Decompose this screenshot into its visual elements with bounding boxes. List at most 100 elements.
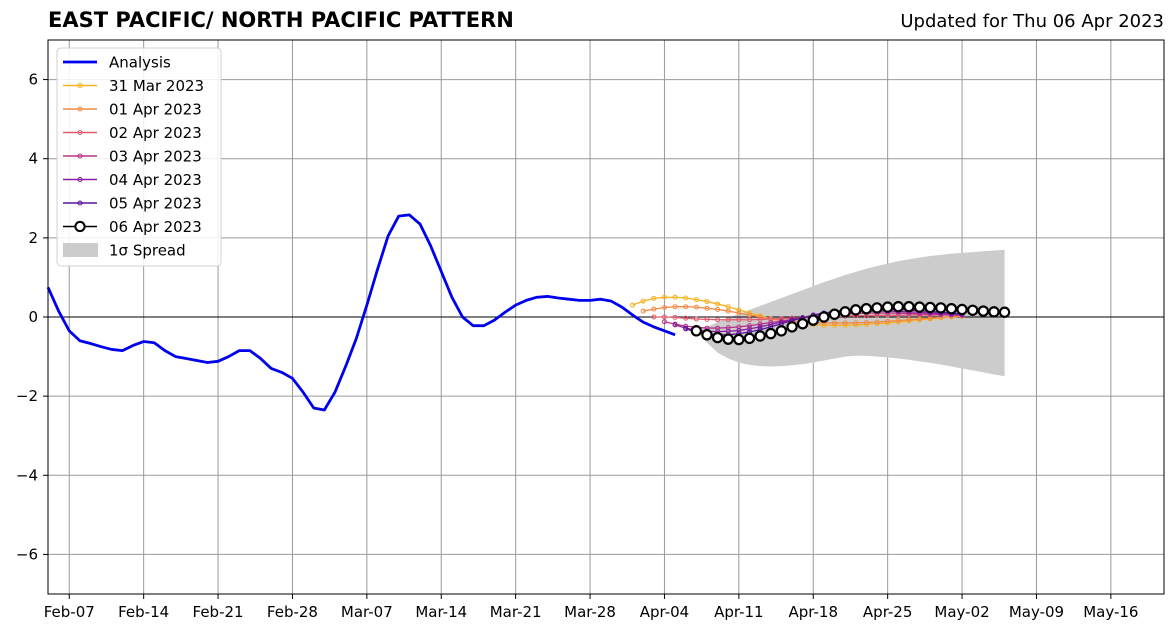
legend-label: 1σ Spread bbox=[109, 242, 186, 260]
x-tick-label: Mar-14 bbox=[415, 603, 467, 621]
forecast-point bbox=[874, 319, 880, 325]
x-tick-label: May-09 bbox=[1009, 603, 1064, 621]
forecast-point bbox=[757, 324, 763, 330]
forecast-point bbox=[722, 333, 734, 345]
forecast-point bbox=[842, 320, 848, 326]
legend-label: 04 Apr 2023 bbox=[109, 171, 202, 189]
y-tick-label: −2 bbox=[16, 387, 38, 405]
legend-entry: Analysis bbox=[63, 54, 171, 72]
x-axis-ticks: Feb-07 Feb-14 Feb-21 Feb-28 Mar-07 Mar-14 Mar-… bbox=[44, 594, 1138, 621]
forecast-point bbox=[725, 308, 731, 314]
forecast-point bbox=[683, 315, 689, 321]
x-tick-label: Apr-25 bbox=[863, 603, 913, 621]
x-tick-label: Apr-04 bbox=[640, 603, 690, 621]
y-tick-label: 2 bbox=[28, 229, 38, 247]
forecast-point bbox=[775, 325, 788, 337]
x-tick-label: May-02 bbox=[934, 603, 989, 621]
forecast-point bbox=[850, 304, 862, 316]
forecast-point bbox=[988, 306, 1000, 318]
forecast-point bbox=[881, 301, 894, 313]
y-tick-label: 6 bbox=[28, 71, 38, 89]
forecast-point bbox=[661, 294, 667, 300]
chart-subtitle: Updated for Thu 06 Apr 2023 bbox=[900, 11, 1164, 32]
legend-marker bbox=[77, 83, 83, 88]
forecast-point bbox=[966, 304, 979, 316]
forecast-point bbox=[786, 321, 798, 333]
legend-marker bbox=[77, 106, 83, 112]
forecast-point bbox=[733, 333, 745, 346]
forecast-point bbox=[796, 318, 809, 330]
forecast-point bbox=[903, 301, 915, 313]
forecast-point bbox=[736, 307, 742, 313]
forecast-point bbox=[906, 317, 912, 323]
forecast-point bbox=[661, 314, 667, 320]
forecast-point bbox=[871, 302, 883, 314]
forecast-point bbox=[683, 304, 689, 310]
forecast-point bbox=[661, 305, 667, 311]
forecast-point bbox=[746, 312, 752, 318]
legend-label: 06 Apr 2023 bbox=[109, 218, 202, 236]
forecast-point bbox=[757, 321, 763, 327]
forecast-point bbox=[683, 295, 689, 301]
legend-swatch bbox=[63, 243, 98, 257]
legend-marker bbox=[77, 153, 83, 159]
forecast-point bbox=[693, 297, 699, 303]
legend-label: Analysis bbox=[109, 54, 171, 72]
x-tick-label: Mar-28 bbox=[564, 603, 616, 621]
forecast-point bbox=[736, 310, 742, 316]
legend-marker bbox=[74, 220, 86, 233]
x-tick-label: Feb-28 bbox=[267, 603, 318, 621]
legend-label: 05 Apr 2023 bbox=[109, 195, 202, 213]
forecast-point bbox=[661, 319, 667, 325]
forecast-point bbox=[885, 318, 891, 324]
forecast-point bbox=[715, 306, 721, 312]
forecast-point bbox=[832, 320, 838, 326]
series bbox=[46, 213, 1011, 412]
forecast-point bbox=[956, 303, 968, 316]
forecast-point bbox=[839, 306, 851, 318]
x-tick-label: Mar-07 bbox=[341, 603, 393, 621]
forecast-point bbox=[690, 325, 703, 337]
forecast-point bbox=[754, 330, 766, 342]
forecast-point bbox=[913, 301, 926, 313]
x-tick-label: Mar-21 bbox=[490, 603, 542, 621]
legend-marker bbox=[77, 177, 83, 182]
forecast-point bbox=[853, 320, 859, 326]
legend-label: 02 Apr 2023 bbox=[109, 124, 202, 142]
y-tick-label: 4 bbox=[28, 150, 38, 168]
x-tick-label: Apr-18 bbox=[789, 603, 839, 621]
forecast-point bbox=[704, 316, 710, 322]
legend-entry: 05 Apr 2023 bbox=[63, 195, 202, 213]
x-tick-label: Feb-21 bbox=[193, 603, 244, 621]
forecast-point bbox=[807, 314, 819, 326]
forecast-point bbox=[672, 294, 678, 300]
forecast-point bbox=[672, 314, 678, 320]
forecast-point bbox=[892, 301, 904, 313]
legend-entry: 31 Mar 2023 bbox=[63, 77, 204, 95]
analysis-line bbox=[46, 213, 676, 412]
forecast-point bbox=[693, 316, 699, 322]
forecast-point bbox=[746, 317, 752, 323]
forecast-point bbox=[863, 320, 869, 326]
forecast-point bbox=[860, 302, 873, 315]
legend-entry: 06 Apr 2023 bbox=[63, 218, 202, 236]
forecast-point bbox=[640, 298, 646, 304]
forecast-point bbox=[924, 301, 936, 314]
legend-entry: 03 Apr 2023 bbox=[63, 148, 202, 166]
legend-box bbox=[56, 47, 222, 267]
legend-entry: 1σ Spread bbox=[63, 242, 186, 260]
forecast-point bbox=[711, 331, 724, 344]
forecast-point bbox=[715, 317, 721, 323]
x-tick-label: Feb-14 bbox=[118, 603, 169, 621]
legend-entry: 01 Apr 2023 bbox=[63, 101, 202, 119]
forecast-point bbox=[701, 329, 713, 341]
legend-entry: 02 Apr 2023 bbox=[63, 124, 202, 142]
forecast-point bbox=[683, 326, 689, 332]
y-tick-label: 0 bbox=[28, 308, 38, 326]
chart-title: EAST PACIFIC/ NORTH PACIFIC PATTERN bbox=[48, 8, 514, 32]
forecast-point bbox=[977, 305, 990, 317]
forecast-point bbox=[746, 323, 752, 329]
forecast-point bbox=[935, 302, 947, 314]
legend-entry: 04 Apr 2023 bbox=[63, 171, 202, 189]
